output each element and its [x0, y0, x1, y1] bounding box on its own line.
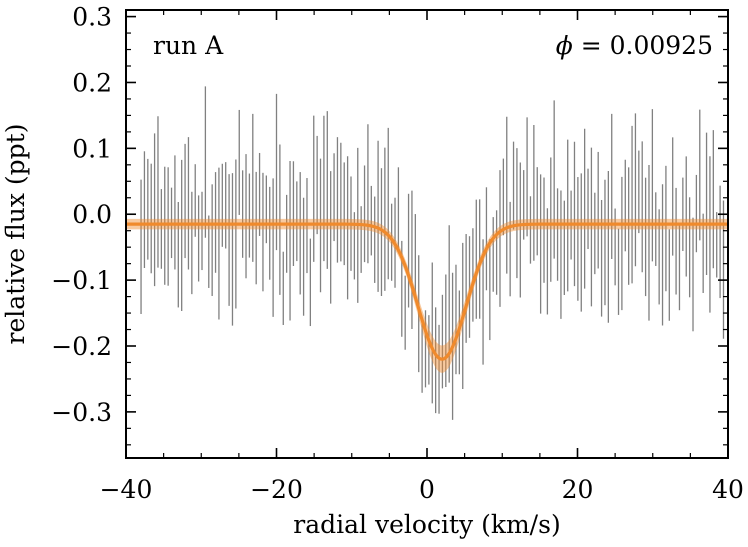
run-label: run A: [153, 31, 224, 60]
x-axis-label: radial velocity (km/s): [293, 510, 560, 539]
model-fit: [126, 218, 728, 373]
y-tick-label: −0.1: [51, 266, 112, 295]
y-tick-label: 0.0: [72, 200, 112, 229]
y-tick-label: 0.2: [72, 68, 112, 97]
model-uncertainty-band: [126, 218, 728, 373]
x-tick-label: −40: [100, 475, 153, 504]
y-tick-label: 0.1: [72, 134, 112, 163]
axis-ticks: −40 −20 0 20 40 −0.3 −0.2 −0.1 0.0 0.1 0.2 0.3: [51, 3, 744, 504]
x-tick-label: 40: [712, 475, 744, 504]
y-tick-label: −0.2: [51, 332, 112, 361]
error-bars: [140, 86, 725, 420]
x-tick-label: 20: [562, 475, 594, 504]
x-tick-label: 0: [419, 475, 435, 504]
y-tick-label: −0.3: [51, 398, 112, 427]
phase-symbol: ϕ: [556, 31, 573, 60]
x-tick-label: −20: [250, 475, 303, 504]
phase-value: = 0.00925: [573, 31, 713, 60]
model-line: [126, 222, 728, 361]
y-tick-label: 0.3: [72, 3, 112, 32]
y-axis-label: relative flux (ppt): [1, 124, 30, 345]
phase-label: ϕ = 0.00925: [556, 31, 713, 60]
plot-frame: [125, 9, 729, 459]
